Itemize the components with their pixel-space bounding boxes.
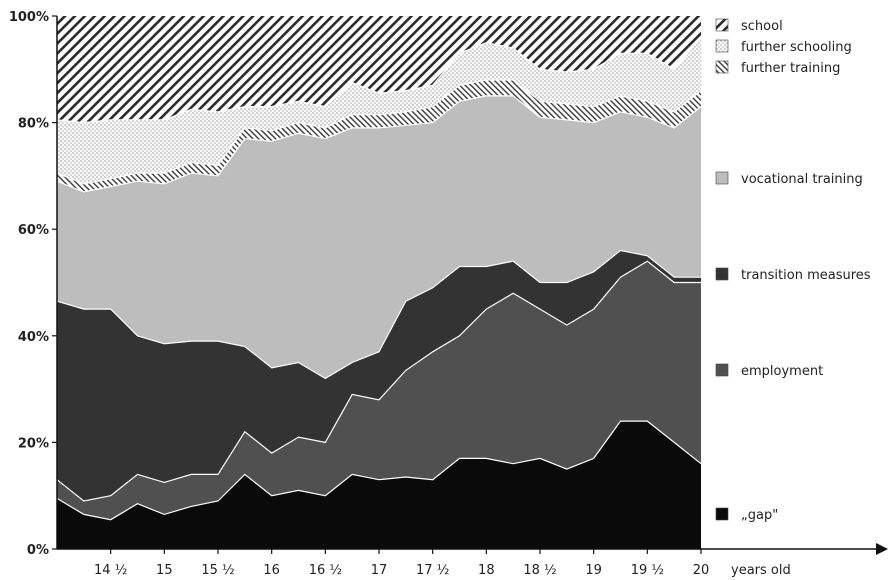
x-tick-label: 17	[371, 563, 388, 578]
x-tick-label: 17 ½	[416, 563, 449, 578]
area-further-training	[57, 80, 701, 192]
legend-swatch-transition-measures	[715, 267, 729, 281]
x-axis-ticks: 14 ½ 15 15 ½ 16 16 ½ 17 17 ½ 18 18 ½ 19 19 ½ 20	[94, 549, 709, 578]
y-tick-label: 40%	[18, 330, 49, 345]
legend-label-school: school	[741, 19, 783, 34]
x-tick-label: 15	[156, 563, 173, 578]
legend-swatch-further-training	[715, 60, 729, 74]
x-tick-label: 16 ½	[309, 563, 342, 578]
area-vocational-training	[57, 95, 701, 379]
area-employment	[57, 261, 701, 520]
legend-swatch-further-schooling	[715, 39, 729, 53]
boundary-gap	[56, 420, 702, 521]
legend-label-vocational-training: vocational training	[741, 172, 863, 187]
legend-label-transition-measures: transition measures	[741, 268, 871, 283]
y-tick-label: 80%	[18, 117, 49, 132]
y-tick-label: 0%	[27, 543, 49, 558]
y-tick-label: 20%	[18, 436, 49, 451]
boundary-further-schooling	[56, 36, 702, 124]
area-gap	[57, 421, 701, 549]
legend-swatch-school	[715, 18, 729, 32]
boundary-transition-measures	[56, 249, 701, 380]
y-tick-label: 60%	[18, 223, 49, 238]
x-tick-label: 16	[263, 563, 280, 578]
x-tick-label: 18	[478, 563, 495, 578]
x-tick-label: 19	[585, 563, 602, 578]
area-school	[57, 16, 701, 123]
x-axis-label: years old	[731, 563, 791, 578]
boundary-vocational-training	[56, 95, 702, 193]
series-areas	[56, 16, 702, 549]
legend: school further schooling further training v…	[715, 18, 871, 523]
x-axis-arrow	[876, 543, 888, 555]
x-tick-label: 14 ½	[94, 563, 127, 578]
boundary-further-training	[56, 79, 702, 185]
area-transition-measures	[57, 250, 701, 501]
x-tick-label: 15 ½	[201, 563, 234, 578]
legend-swatch-vocational-training	[715, 171, 729, 185]
area-further-schooling	[57, 37, 701, 184]
x-tick-label: 19 ½	[631, 563, 664, 578]
legend-label-further-schooling: further schooling	[741, 40, 852, 55]
legend-label-gap: „gap"	[741, 508, 778, 523]
x-tick-label: 20	[693, 563, 710, 578]
x-tick-label: 18 ½	[523, 563, 556, 578]
y-tick-label: 100%	[9, 10, 49, 25]
legend-swatch-gap	[715, 507, 729, 521]
legend-label-employment: employment	[741, 364, 823, 379]
axes	[56, 16, 888, 555]
legend-label-further-training: further training	[741, 61, 840, 76]
boundary-employment	[56, 260, 701, 502]
y-axis-ticks: 0% 20% 40% 60% 80% 100%	[9, 10, 57, 558]
legend-swatch-employment	[715, 363, 729, 377]
